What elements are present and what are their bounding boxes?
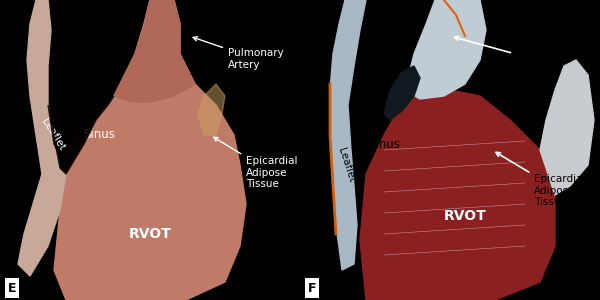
Text: Pulmonary
Artery: Pulmonary Artery xyxy=(454,36,572,73)
Text: Epicardial
Adipose
Tissue: Epicardial Adipose Tissue xyxy=(214,137,298,189)
Text: Pulmonary
Artery: Pulmonary Artery xyxy=(193,37,284,70)
Text: Sinus: Sinus xyxy=(368,137,400,151)
Polygon shape xyxy=(114,0,195,102)
Text: Sinus: Sinus xyxy=(83,128,115,142)
Polygon shape xyxy=(405,0,486,99)
Text: RVOT: RVOT xyxy=(128,227,172,241)
Polygon shape xyxy=(360,90,555,300)
Polygon shape xyxy=(18,0,66,276)
Text: Leaflet: Leaflet xyxy=(39,117,66,153)
Polygon shape xyxy=(198,84,225,135)
Text: Leaflet: Leaflet xyxy=(336,146,357,184)
Text: RVOT: RVOT xyxy=(443,209,487,223)
Polygon shape xyxy=(48,96,114,174)
Polygon shape xyxy=(540,60,594,195)
Polygon shape xyxy=(384,66,420,120)
Polygon shape xyxy=(54,0,246,300)
Text: E: E xyxy=(8,281,16,295)
Text: F: F xyxy=(308,281,316,295)
Polygon shape xyxy=(330,0,366,270)
Text: Epicardial
Adipose
Tissue: Epicardial Adipose Tissue xyxy=(496,152,586,207)
